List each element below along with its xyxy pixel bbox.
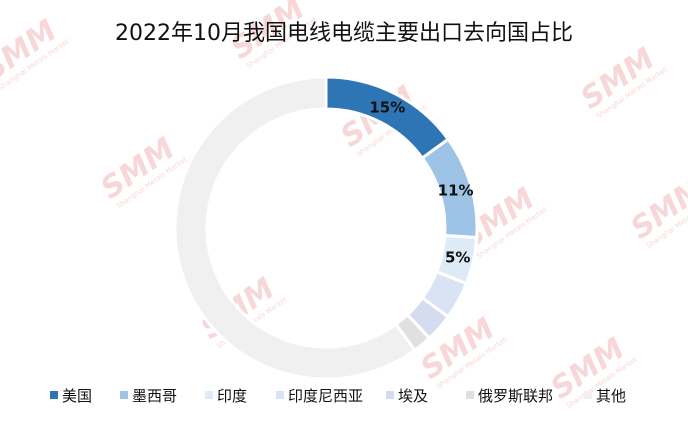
legend-label: 俄罗斯联邦 xyxy=(478,387,553,405)
legend-label: 美国 xyxy=(62,387,92,405)
legend-item-4: 印度尼西亚 xyxy=(276,387,363,405)
legend-label: 埃及 xyxy=(398,387,428,405)
data-labels: 15% 11% 5% xyxy=(369,99,473,267)
legend-label: 墨西哥 xyxy=(132,387,177,405)
legend-swatch xyxy=(205,391,213,399)
legend-item-6: 俄罗斯联邦 xyxy=(466,387,553,405)
legend-swatch xyxy=(466,391,474,399)
legend-item-1: 美国 xyxy=(50,387,92,405)
donut-slices xyxy=(173,75,479,381)
legend-item-2: 墨西哥 xyxy=(120,387,177,405)
legend-item-7: 其他 xyxy=(584,387,626,405)
legend-swatch xyxy=(120,391,128,399)
legend-item-5: 埃及 xyxy=(386,387,428,405)
data-label-3: 5% xyxy=(445,248,470,266)
legend-label: 印度尼西亚 xyxy=(288,387,363,405)
legend-swatch xyxy=(276,391,284,399)
legend-label: 其他 xyxy=(596,387,626,405)
legend-item-3: 印度 xyxy=(205,387,247,405)
data-label-2: 11% xyxy=(438,181,474,199)
legend-swatch xyxy=(50,391,58,399)
chart-title: 2022年10月我国电线电缆主要出口去向国占比 xyxy=(115,21,573,46)
legend-label: 印度 xyxy=(217,387,247,405)
data-label-1: 15% xyxy=(369,99,405,117)
legend: 美国 墨西哥 印度 印度尼西亚 埃及 俄罗斯联邦 其他 xyxy=(50,387,626,405)
legend-swatch xyxy=(386,391,394,399)
slice-7 xyxy=(173,75,417,381)
legend-swatch xyxy=(584,391,592,399)
slice-1 xyxy=(324,75,451,161)
